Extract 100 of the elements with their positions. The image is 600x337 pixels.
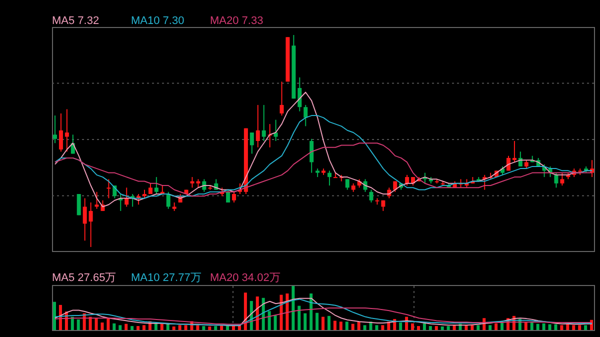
bar bbox=[548, 324, 552, 330]
bar bbox=[399, 322, 402, 330]
bar bbox=[106, 318, 110, 330]
bar bbox=[560, 325, 564, 330]
text: MA5 7.32 bbox=[52, 15, 100, 27]
bar bbox=[452, 325, 456, 330]
bar bbox=[572, 325, 576, 330]
bar bbox=[440, 326, 444, 330]
text: MA5 27.65万 bbox=[52, 272, 118, 284]
bar bbox=[112, 323, 116, 330]
candlestick bbox=[274, 119, 278, 142]
bar bbox=[196, 325, 200, 330]
bar bbox=[446, 326, 450, 330]
candlestick bbox=[154, 176, 158, 194]
text: MA10 7.30 bbox=[131, 15, 186, 27]
bar bbox=[310, 293, 313, 330]
candlestick bbox=[53, 115, 57, 144]
bar bbox=[554, 324, 558, 330]
bar bbox=[500, 322, 504, 330]
candlestick bbox=[345, 178, 350, 190]
bar bbox=[292, 286, 295, 330]
bar bbox=[327, 316, 330, 330]
bar bbox=[172, 326, 176, 330]
bar bbox=[434, 326, 438, 330]
bar bbox=[316, 312, 319, 330]
candlestick bbox=[88, 202, 93, 247]
bar bbox=[160, 324, 164, 330]
bar bbox=[142, 325, 146, 330]
candlestick bbox=[310, 138, 314, 174]
bar bbox=[524, 322, 528, 330]
bar bbox=[411, 323, 414, 330]
bar bbox=[53, 302, 56, 330]
candlestick bbox=[327, 170, 332, 186]
bar bbox=[542, 323, 546, 330]
bar bbox=[304, 313, 307, 330]
candlestick bbox=[106, 178, 111, 199]
candlestick bbox=[298, 76, 302, 112]
bar bbox=[166, 324, 170, 330]
bar bbox=[268, 311, 271, 330]
bar bbox=[136, 326, 140, 330]
candlestick bbox=[250, 132, 254, 154]
bar bbox=[118, 325, 122, 330]
bar bbox=[476, 325, 480, 330]
bar bbox=[76, 319, 80, 330]
bar bbox=[470, 325, 474, 330]
candlestick bbox=[369, 189, 374, 203]
bar bbox=[488, 325, 492, 330]
bar bbox=[124, 324, 128, 330]
bar bbox=[357, 322, 360, 330]
bar bbox=[184, 325, 188, 330]
bar bbox=[339, 322, 342, 330]
bar bbox=[464, 325, 468, 330]
bar bbox=[536, 324, 540, 330]
bar bbox=[208, 326, 212, 330]
bar bbox=[286, 293, 289, 330]
bar bbox=[333, 320, 336, 330]
candlestick bbox=[405, 174, 410, 186]
bar bbox=[298, 306, 301, 330]
bar bbox=[94, 318, 98, 330]
bar bbox=[244, 292, 247, 330]
bar bbox=[363, 325, 366, 330]
bar bbox=[70, 316, 74, 330]
candlestick bbox=[512, 140, 516, 163]
candlestick bbox=[554, 172, 558, 188]
bar bbox=[202, 326, 206, 330]
bar bbox=[584, 325, 588, 330]
bar bbox=[220, 325, 224, 330]
bar bbox=[88, 316, 92, 330]
bar bbox=[345, 322, 348, 330]
bar bbox=[226, 326, 230, 330]
bar bbox=[375, 325, 378, 330]
bar bbox=[178, 325, 182, 330]
text: MA20 34.02万 bbox=[210, 272, 282, 284]
bar bbox=[322, 316, 325, 330]
bar bbox=[100, 322, 104, 330]
candlestick bbox=[304, 104, 308, 127]
candlestick bbox=[262, 104, 266, 142]
candlestick bbox=[226, 189, 230, 203]
bar bbox=[494, 323, 498, 330]
text: MA10 27.77万 bbox=[131, 272, 202, 284]
bar bbox=[154, 323, 158, 330]
bar bbox=[416, 326, 420, 330]
candlestick bbox=[124, 187, 129, 208]
candlestick bbox=[256, 104, 260, 148]
bar bbox=[422, 323, 426, 330]
candlestick bbox=[560, 172, 564, 186]
bar bbox=[214, 326, 218, 330]
candlestick bbox=[58, 112, 63, 152]
bar bbox=[130, 326, 134, 330]
candlestick bbox=[232, 191, 236, 203]
candlestick bbox=[166, 191, 170, 210]
bar bbox=[274, 315, 277, 330]
candlestick bbox=[82, 198, 87, 242]
candlestick bbox=[64, 108, 69, 152]
bar bbox=[428, 326, 432, 330]
bar bbox=[578, 325, 582, 330]
candlestick bbox=[76, 194, 81, 216]
bar bbox=[280, 294, 283, 330]
text: MA20 7.33 bbox=[210, 15, 264, 27]
bar bbox=[530, 322, 534, 330]
